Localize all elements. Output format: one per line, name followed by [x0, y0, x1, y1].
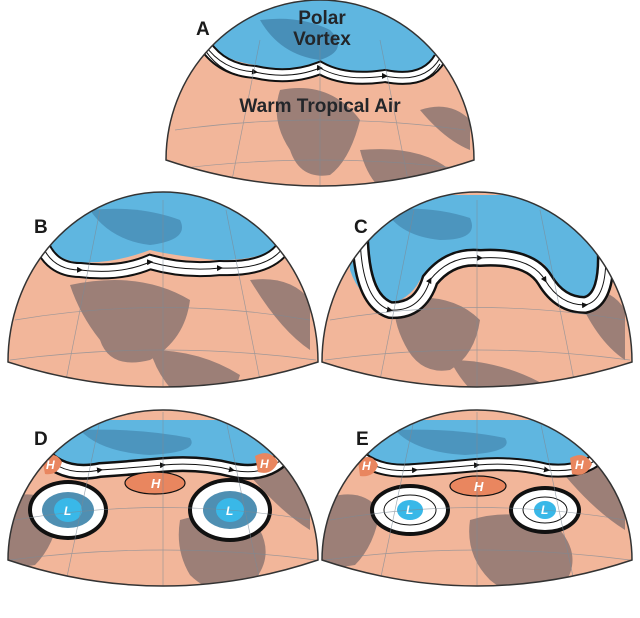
high-label-d-right: H [260, 457, 269, 471]
polar-label: Polar [298, 8, 346, 29]
warm-tropical-air-label: Warm Tropical Air [239, 96, 401, 117]
vortex-label: Vortex [293, 29, 351, 50]
panel-e: E H H H L L [321, 409, 633, 587]
panel-c: C [321, 191, 633, 388]
low-label-d-right: L [226, 504, 233, 518]
high-label-e-right: H [575, 458, 584, 472]
high-label-d-left: H [46, 458, 55, 472]
panel-letter-d: D [34, 429, 48, 450]
high-label-d-center: H [151, 476, 161, 491]
high-label-e-left: H [362, 459, 371, 473]
low-label-d-left: L [64, 504, 71, 518]
panel-b: B [7, 191, 319, 388]
low-label-e-right: L [541, 503, 548, 517]
high-label-e-center: H [474, 479, 484, 494]
panel-letter-c: C [354, 217, 368, 238]
panel-d: D H H H L L [7, 409, 319, 587]
panel-letter-e: E [356, 429, 369, 450]
panel-a: A Polar Vortex Warm Tropical Air [165, 0, 475, 187]
panel-letter-b: B [34, 217, 48, 238]
panel-letter-a: A [196, 19, 210, 40]
low-label-e-left: L [406, 503, 413, 517]
